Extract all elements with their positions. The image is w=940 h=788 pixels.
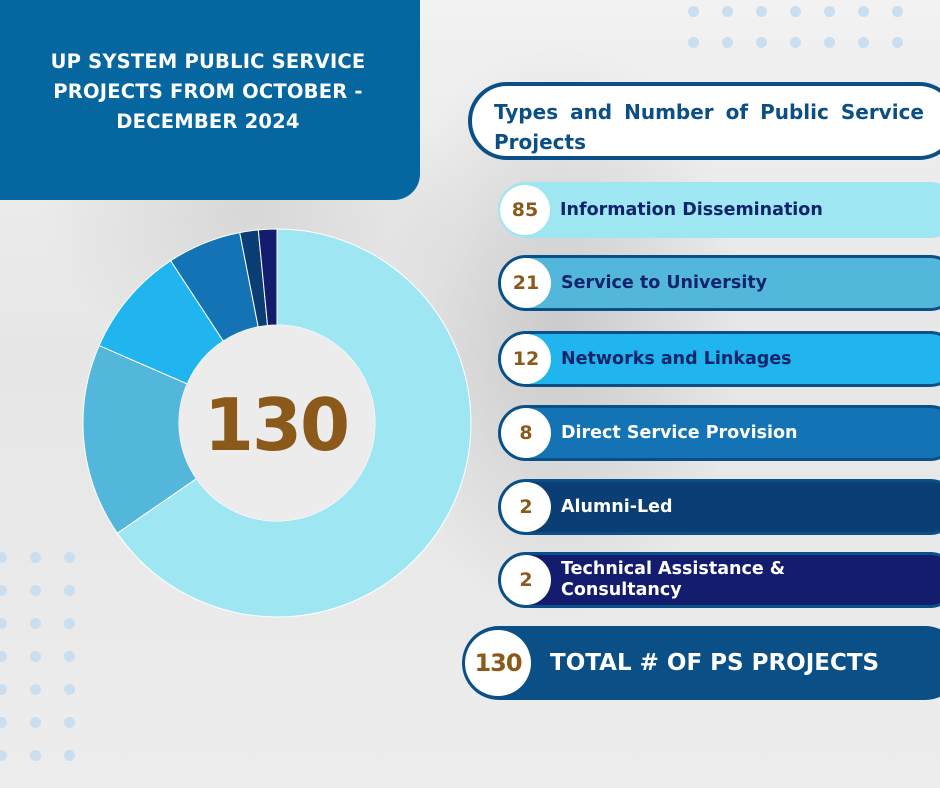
total-count: 130 xyxy=(465,630,531,696)
decorative-dots-top-right xyxy=(688,6,903,48)
category-label: Alumni-Led xyxy=(561,496,673,517)
category-count: 2 xyxy=(501,555,551,605)
category-row: 85 Information Dissemination xyxy=(498,182,940,238)
category-count: 12 xyxy=(501,334,551,384)
category-label: Information Dissemination xyxy=(560,199,823,220)
list-heading-pill: Types and Number of Public Service Proje… xyxy=(468,82,940,160)
category-label: Direct Service Provision xyxy=(561,422,798,443)
title-panel: UP SYSTEM PUBLIC SERVICE PROJECTS FROM O… xyxy=(0,0,420,200)
category-label: Networks and Linkages xyxy=(561,348,792,369)
total-pill: 130 TOTAL # OF PS PROJECTS xyxy=(462,626,940,700)
category-row: 12 Networks and Linkages xyxy=(498,331,940,387)
category-row: 2 Alumni-Led xyxy=(498,479,940,535)
category-row: 8 Direct Service Provision xyxy=(498,405,940,461)
list-heading: Types and Number of Public Service Proje… xyxy=(494,100,924,154)
category-count: 8 xyxy=(501,408,551,458)
category-row: 21 Service to University xyxy=(498,255,940,311)
category-label: Technical Assistance & Consultancy xyxy=(561,559,786,600)
donut-center-total: 130 xyxy=(203,383,350,467)
total-label: TOTAL # OF PS PROJECTS xyxy=(550,650,880,676)
category-label: Service to University xyxy=(561,272,768,293)
category-count: 85 xyxy=(500,185,550,235)
page-title: UP SYSTEM PUBLIC SERVICE PROJECTS FROM O… xyxy=(50,50,366,133)
category-row: 2 Technical Assistance & Consultancy xyxy=(498,552,940,608)
decorative-dots-bottom-left xyxy=(0,552,75,761)
category-count: 21 xyxy=(501,258,551,308)
category-count: 2 xyxy=(501,482,551,532)
donut-hole xyxy=(179,325,375,521)
